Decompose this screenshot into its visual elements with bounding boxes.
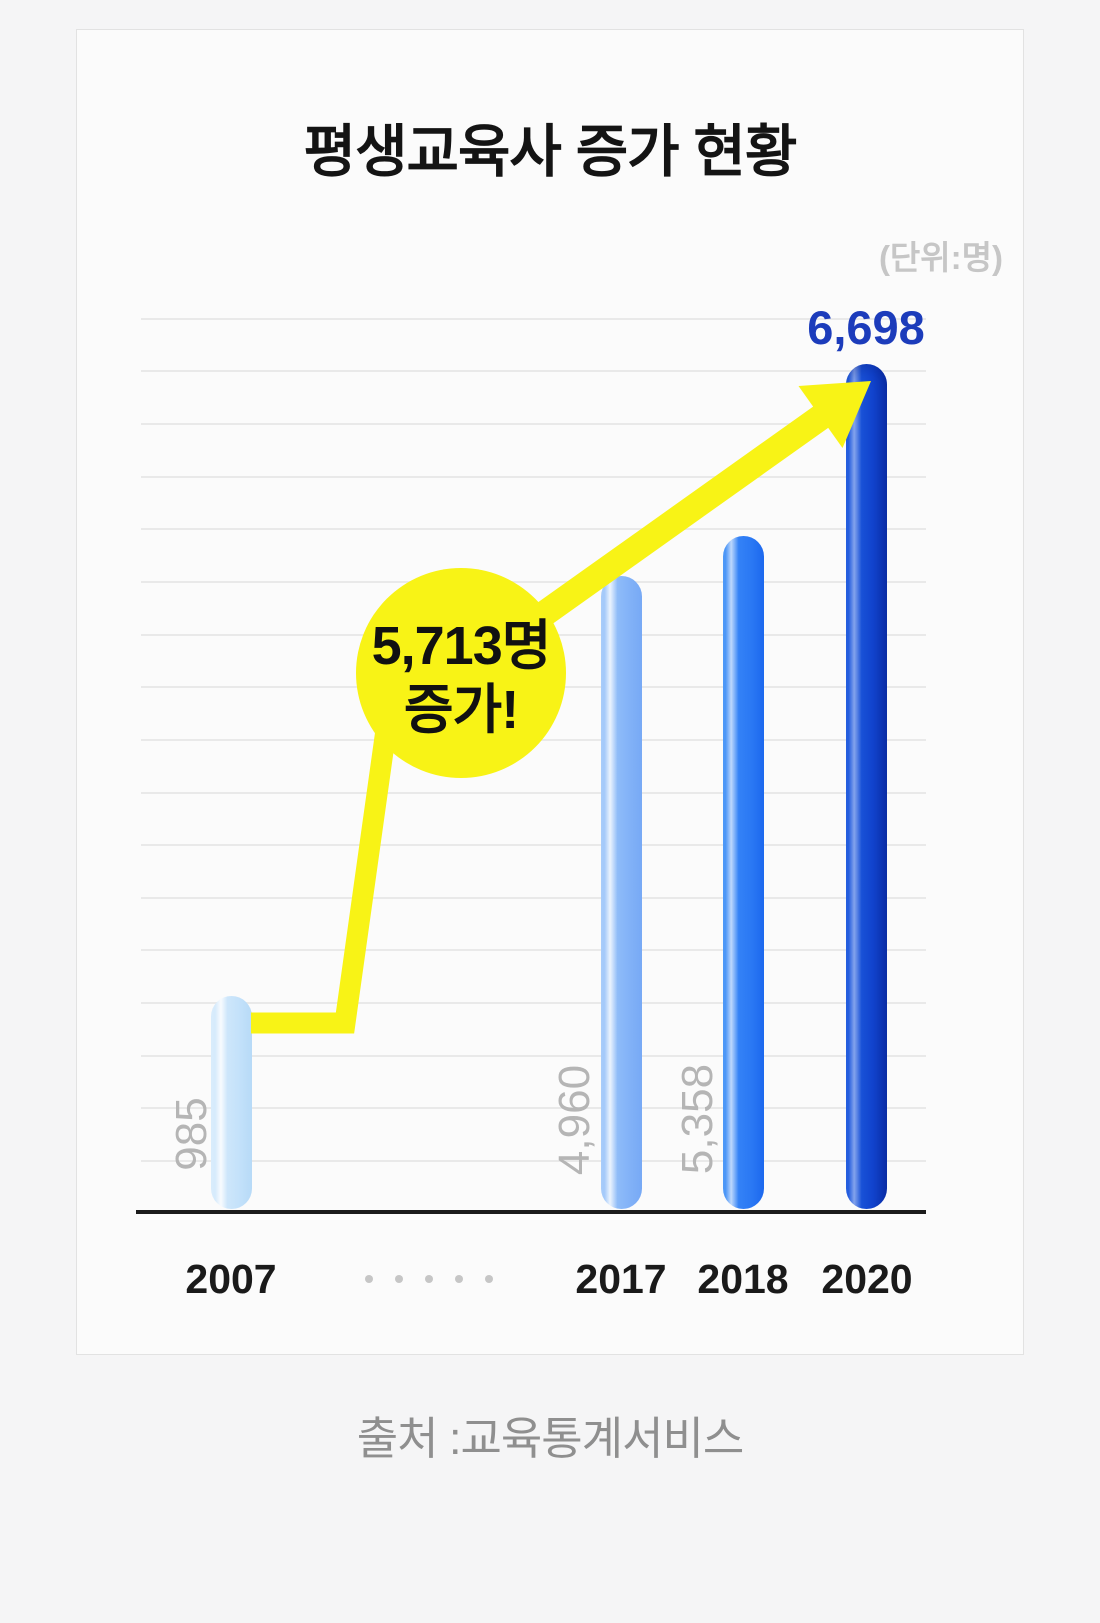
annotation-line1: 5,713명 [371,616,552,676]
gridline [141,528,926,531]
gridline [141,791,926,794]
x-tick-2007: 2007 [185,1256,277,1302]
chart-title-normal: 평생교육사 [303,120,576,184]
bar-2018 [723,536,764,1209]
axis-gap-dot [485,1275,493,1283]
gridline [141,1054,926,1057]
gridline [141,1160,926,1163]
gridline [141,1002,926,1005]
x-tick-2018: 2018 [697,1256,789,1302]
highlight-annotation: 5,713명 증가! [261,614,661,742]
gridline [141,317,926,320]
axis-gap-dot [455,1275,463,1283]
x-tick-2017: 2017 [575,1256,667,1302]
arrow-elbow-line [251,728,397,1034]
unit-label: (단위:명) [878,239,1003,276]
top-value-label: 6,698 [807,301,925,354]
x-axis-line [136,1210,926,1214]
axis-gap-dot [425,1275,433,1283]
axis-gap-dot [365,1275,373,1283]
annotation-line2: 증가! [403,680,519,740]
gridline [141,896,926,899]
chart-title-bold: 증가 현황 [575,120,798,184]
infographic-card: 평생교육사 증가 현황 (단위:명) 985 4,960 5,358 5,713… [76,29,1024,1355]
source-attribution: 출처 :교육통계서비스 [356,1413,745,1464]
bar-2007 [211,996,252,1209]
gridline [141,475,926,478]
gridline [141,949,926,952]
axis-gap-dot [395,1275,403,1283]
bar-2020 [846,364,887,1209]
gridline [141,1107,926,1110]
gridline [141,423,926,426]
gridline [141,370,926,373]
chart-title: 평생교육사 증가 현황 [77,106,1023,188]
gridline [141,844,926,847]
gridline [141,581,926,583]
x-tick-2020: 2020 [821,1256,913,1302]
